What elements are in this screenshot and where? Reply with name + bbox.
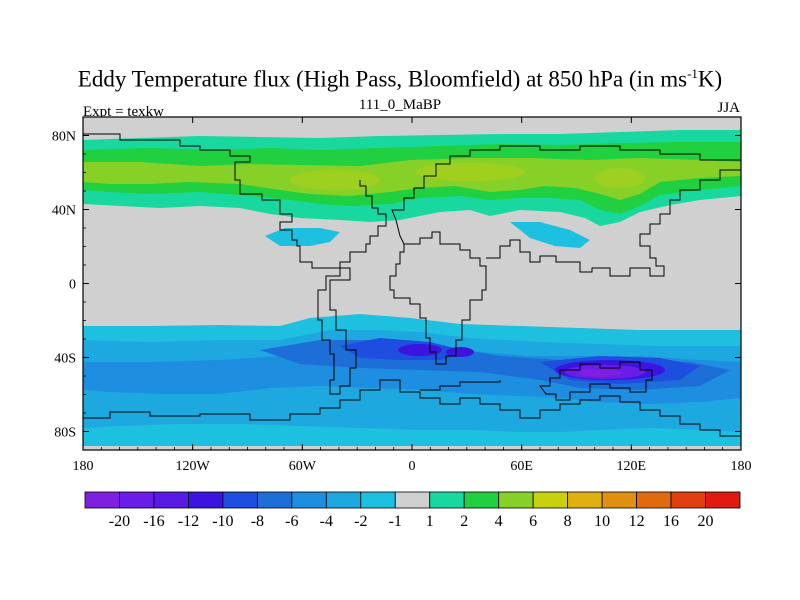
colorbar-label: 1: [426, 513, 434, 530]
eurasia-north-coast: [391, 145, 741, 245]
colorbar-label: -8: [251, 513, 264, 530]
colorbar-label: 20: [698, 513, 714, 530]
antarctica-coast: [83, 379, 741, 437]
coastlines: [83, 133, 741, 437]
plot-subtitle: 111_0_MaBP: [358, 97, 442, 113]
colorbar-swatch: [153, 491, 189, 509]
colorbar-label: -16: [143, 513, 164, 530]
colorbar-label: -2: [354, 513, 367, 530]
southern-ocean-island-coast: [420, 380, 501, 391]
map-plot-area: [83, 117, 741, 450]
colorbar-swatch: [498, 491, 534, 509]
africa-coast: [389, 231, 487, 365]
colorbar-swatch: [119, 491, 155, 509]
plot-title: Eddy Temperature flux (High Pass, Bloomf…: [77, 66, 723, 92]
lat-tick-label: 80S: [54, 426, 76, 441]
colorbar-swatch: [360, 491, 396, 509]
colorbar-swatch: [188, 491, 224, 509]
colorbar-label: 10: [594, 513, 610, 530]
lon-tick-label: 0: [409, 459, 416, 474]
colorbar-label: -20: [109, 513, 130, 530]
contour-fill-m12-m10-atlantic-b: [446, 347, 474, 357]
south-america-coast: [317, 267, 357, 395]
colorbar-label: -12: [178, 513, 199, 530]
colorbar-label: 16: [663, 513, 679, 530]
colorbar-label: 4: [495, 513, 503, 530]
contour-fill-m20-m16: [578, 369, 622, 377]
colorbar-swatch: [394, 491, 431, 509]
colorbar-label: -6: [285, 513, 298, 530]
contour-fill-4-6: [83, 158, 741, 200]
australia-coast: [539, 361, 653, 401]
positive-flux-band: [83, 130, 741, 248]
negative-flux-band: [83, 314, 741, 446]
colorbar-label: 8: [564, 513, 572, 530]
lon-tick-label: 60W: [289, 459, 317, 474]
contour-fill-m6-m4: [83, 342, 741, 404]
colorbar-swatch: [222, 491, 258, 509]
colorbar: -20 -16 -12 -10 -8 -6 -4 -2 -1 1 2 4 6 8 10 12 16 20: [84, 491, 741, 530]
colorbar-swatch: [429, 491, 465, 509]
colorbar-label: 2: [460, 513, 468, 530]
lon-tick-label: 180: [73, 459, 94, 474]
colorbar-swatch: [670, 491, 706, 509]
colorbar-label: 6: [529, 513, 537, 530]
axis-ticks: 80N 40N 0 40S 80S 180 120W 60W 0 60E 120E 180: [52, 116, 752, 474]
asia-south-coast: [486, 169, 741, 277]
colorbar-swatch: [84, 491, 120, 509]
colorbar-swatch: [256, 491, 293, 509]
lon-tick-label: 60E: [510, 459, 533, 474]
colorbar-label: -10: [212, 513, 233, 530]
colorbar-swatch: [291, 491, 327, 509]
colorbar-label: -1: [389, 513, 402, 530]
lat-tick-label: 40N: [52, 204, 76, 219]
colorbar-swatch: [567, 491, 603, 509]
season-label: JJA: [717, 100, 740, 116]
contour-fill-m12-m10-atlantic: [398, 344, 442, 356]
contour-fill-6-8-a: [290, 170, 380, 190]
colorbar-swatch: [601, 491, 637, 509]
colorbar-swatch: [636, 491, 672, 509]
lon-tick-label: 180: [731, 459, 752, 474]
lon-tick-label: 120W: [176, 459, 211, 474]
contour-fill-6-8-c: [595, 168, 645, 188]
negative-patch-asia: [510, 222, 590, 248]
experiment-label: Expt = texkw: [83, 104, 164, 120]
colorbar-label: -4: [320, 513, 333, 530]
colorbar-swatch: [705, 491, 741, 509]
colorbar-label: 12: [629, 513, 645, 530]
lon-tick-label: 120E: [617, 459, 647, 474]
negative-patch-north-america: [265, 228, 340, 246]
colorbar-swatch: [532, 491, 569, 509]
colorbar-swatch: [325, 491, 362, 509]
lat-tick-label: 80N: [52, 130, 76, 145]
lat-tick-label: 40S: [54, 352, 76, 367]
north-america-coast: [83, 133, 387, 269]
lat-tick-label: 0: [69, 278, 76, 293]
colorbar-swatch: [463, 491, 500, 509]
contour-fill-6-8-b: [415, 163, 525, 181]
